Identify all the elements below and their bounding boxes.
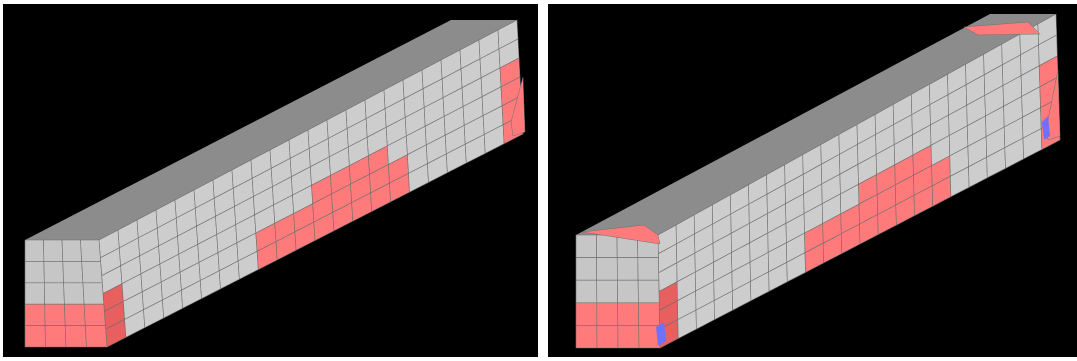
beam-panel-right <box>548 4 1077 357</box>
end-mesh-cell <box>43 261 64 284</box>
end-mesh-cell <box>575 257 598 281</box>
top-near-damage <box>581 224 661 245</box>
end-mesh-cell <box>61 239 83 262</box>
compression-mark-far <box>1042 116 1050 140</box>
end-mesh-cell <box>575 302 598 326</box>
end-mesh-cell <box>596 234 618 258</box>
end-mesh-cell <box>81 261 103 284</box>
end-mesh-cell <box>575 279 598 304</box>
end-mesh-cell <box>616 257 639 281</box>
end-mesh-cell <box>24 239 45 262</box>
end-mesh-cell <box>24 325 46 348</box>
beam-top-face <box>25 20 517 240</box>
end-mesh-cell <box>43 239 64 262</box>
end-mesh-cell <box>637 257 660 281</box>
end-mesh-cell <box>596 325 619 349</box>
end-mesh-cell <box>596 302 619 326</box>
end-mesh-cell <box>638 325 661 349</box>
compression-mark-near <box>656 322 666 346</box>
end-mesh-cell <box>596 279 618 304</box>
top-far-damage <box>963 21 1041 36</box>
beam-render-right <box>575 13 1061 349</box>
end-mesh-cell <box>617 279 639 304</box>
far-end-damage <box>510 76 526 137</box>
end-mesh-cell <box>44 325 67 348</box>
beam-end-face <box>24 239 108 348</box>
end-mesh-cell <box>83 303 106 326</box>
beam-side-face <box>98 19 524 348</box>
end-mesh-cell <box>575 234 597 258</box>
end-mesh-cell <box>63 282 85 305</box>
end-mesh-cell <box>44 303 66 326</box>
beam-panel-left <box>3 4 538 357</box>
end-mesh-cell <box>62 261 84 284</box>
end-mesh-cell <box>24 303 46 326</box>
end-mesh-cell <box>575 325 598 349</box>
beam-end-face <box>575 234 661 349</box>
beam-top-face <box>576 14 1056 235</box>
end-mesh-cell <box>24 282 46 305</box>
end-mesh-cell <box>596 257 618 281</box>
end-mesh-cell <box>43 282 65 305</box>
beam-side-face <box>657 13 1061 349</box>
end-mesh-cell <box>64 303 86 326</box>
beam-render-left <box>24 19 526 348</box>
end-mesh-cell <box>637 279 660 304</box>
end-mesh-cell <box>638 302 660 326</box>
end-mesh-cell <box>84 325 108 348</box>
end-mesh-cell <box>617 302 640 326</box>
end-mesh-cell <box>64 325 87 348</box>
end-mesh-cell <box>617 325 640 349</box>
end-mesh-cell <box>24 261 45 284</box>
end-mesh-cell <box>82 282 105 305</box>
end-mesh-cell <box>80 239 101 262</box>
